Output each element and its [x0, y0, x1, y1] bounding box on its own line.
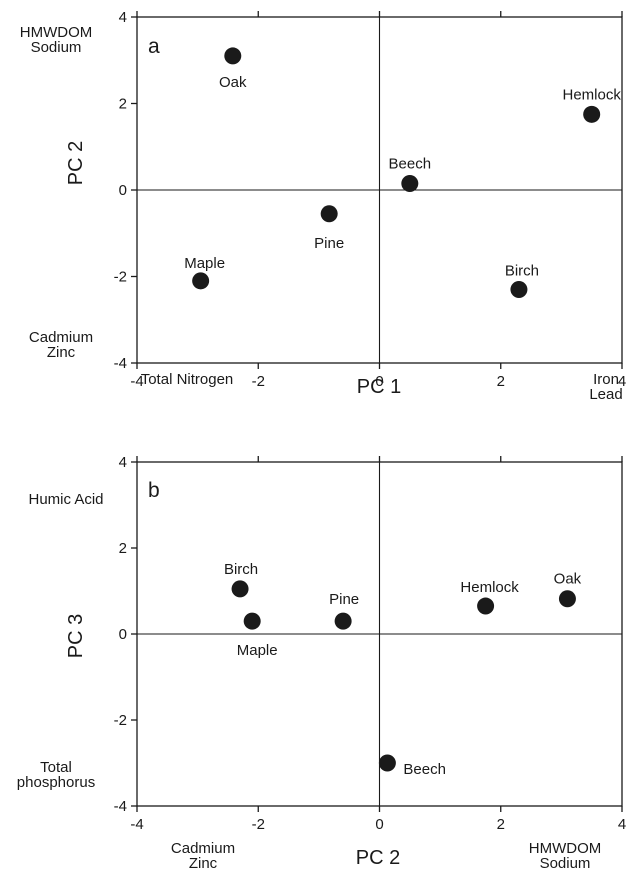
axis-annotation-y-positive: HMWDOM Sodium — [20, 24, 92, 56]
x-tick-label: -2 — [252, 816, 265, 833]
x-tick-label: 2 — [497, 816, 505, 833]
point-label-hemlock: Hemlock — [563, 86, 622, 103]
panel-letter: b — [148, 479, 160, 502]
point-label-oak: Oak — [219, 74, 247, 91]
axis-annotation-x-positive: HMWDOM Sodium — [529, 840, 601, 872]
point-label-beech: Beech — [403, 761, 446, 778]
point-label-pine: Pine — [314, 235, 344, 252]
data-point-birch — [510, 280, 528, 298]
point-label-maple: Maple — [237, 642, 278, 659]
x-tick-label: 4 — [618, 373, 626, 390]
y-tick-label: -4 — [114, 355, 127, 372]
point-label-oak: Oak — [554, 571, 582, 588]
x-axis-title: PC 1 — [357, 376, 401, 398]
data-point-oak — [224, 47, 242, 65]
point-label-hemlock: Hemlock — [460, 579, 519, 596]
data-point-oak — [558, 590, 576, 608]
x-tick-label: 0 — [375, 816, 383, 833]
point-label-pine: Pine — [329, 591, 359, 608]
x-tick-label: -4 — [130, 816, 143, 833]
data-point-hemlock — [583, 105, 601, 123]
x-tick-label: 0 — [375, 373, 383, 390]
y-tick-label: 0 — [119, 626, 127, 643]
y-axis-title: PC 2 — [65, 141, 87, 185]
axis-annotation-y-negative: Total phosphorus — [17, 759, 95, 791]
data-point-beech — [401, 175, 419, 193]
panel-b: -4 -2 0 2 4 -4 -2 0 2 4 b PC 2 PC 3 Humic Acid Total ph… — [17, 454, 626, 872]
data-point-beech — [378, 754, 396, 772]
y-tick-label: -4 — [114, 798, 127, 815]
axis-annotation-y-positive: Humic Acid — [28, 491, 103, 508]
data-point-pine — [334, 612, 352, 630]
y-tick-label: 2 — [119, 540, 127, 557]
point-label-maple: Maple — [184, 255, 225, 272]
y-tick-label: 4 — [119, 9, 127, 26]
axis-annotation-x-negative: Total Nitrogen — [141, 371, 234, 388]
point-label-birch: Birch — [224, 561, 258, 578]
data-point-birch — [231, 580, 249, 598]
y-axis-title: PC 3 — [65, 614, 87, 658]
panel-letter: a — [148, 35, 160, 58]
y-tick-label: 2 — [119, 96, 127, 113]
point-label-birch: Birch — [505, 262, 539, 279]
data-point-maple — [192, 272, 210, 290]
y-tick-label: 4 — [119, 454, 127, 471]
x-tick-label: 2 — [497, 373, 505, 390]
panel-a: -4 -2 0 2 4 -4 -2 0 2 4 a PC 1 PC 2 HMWDOM Sodium Cadmi… — [20, 9, 626, 403]
data-point-hemlock — [477, 597, 495, 615]
axis-annotation-x-positive: Iron Lead — [589, 371, 622, 403]
axis-annotation-x-negative: Cadmium Zinc — [171, 840, 235, 872]
data-point-maple — [243, 612, 261, 630]
x-tick-label: 4 — [618, 816, 626, 833]
data-point-pine — [320, 205, 338, 223]
point-label-beech: Beech — [389, 156, 432, 173]
axis-annotation-y-negative: Cadmium Zinc — [29, 329, 93, 361]
y-tick-label: 0 — [119, 182, 127, 199]
x-tick-label: -4 — [130, 373, 143, 390]
y-tick-label: -2 — [114, 269, 127, 286]
y-tick-label: -2 — [114, 712, 127, 729]
x-tick-label: -2 — [252, 373, 265, 390]
x-axis-title: PC 2 — [356, 847, 400, 869]
